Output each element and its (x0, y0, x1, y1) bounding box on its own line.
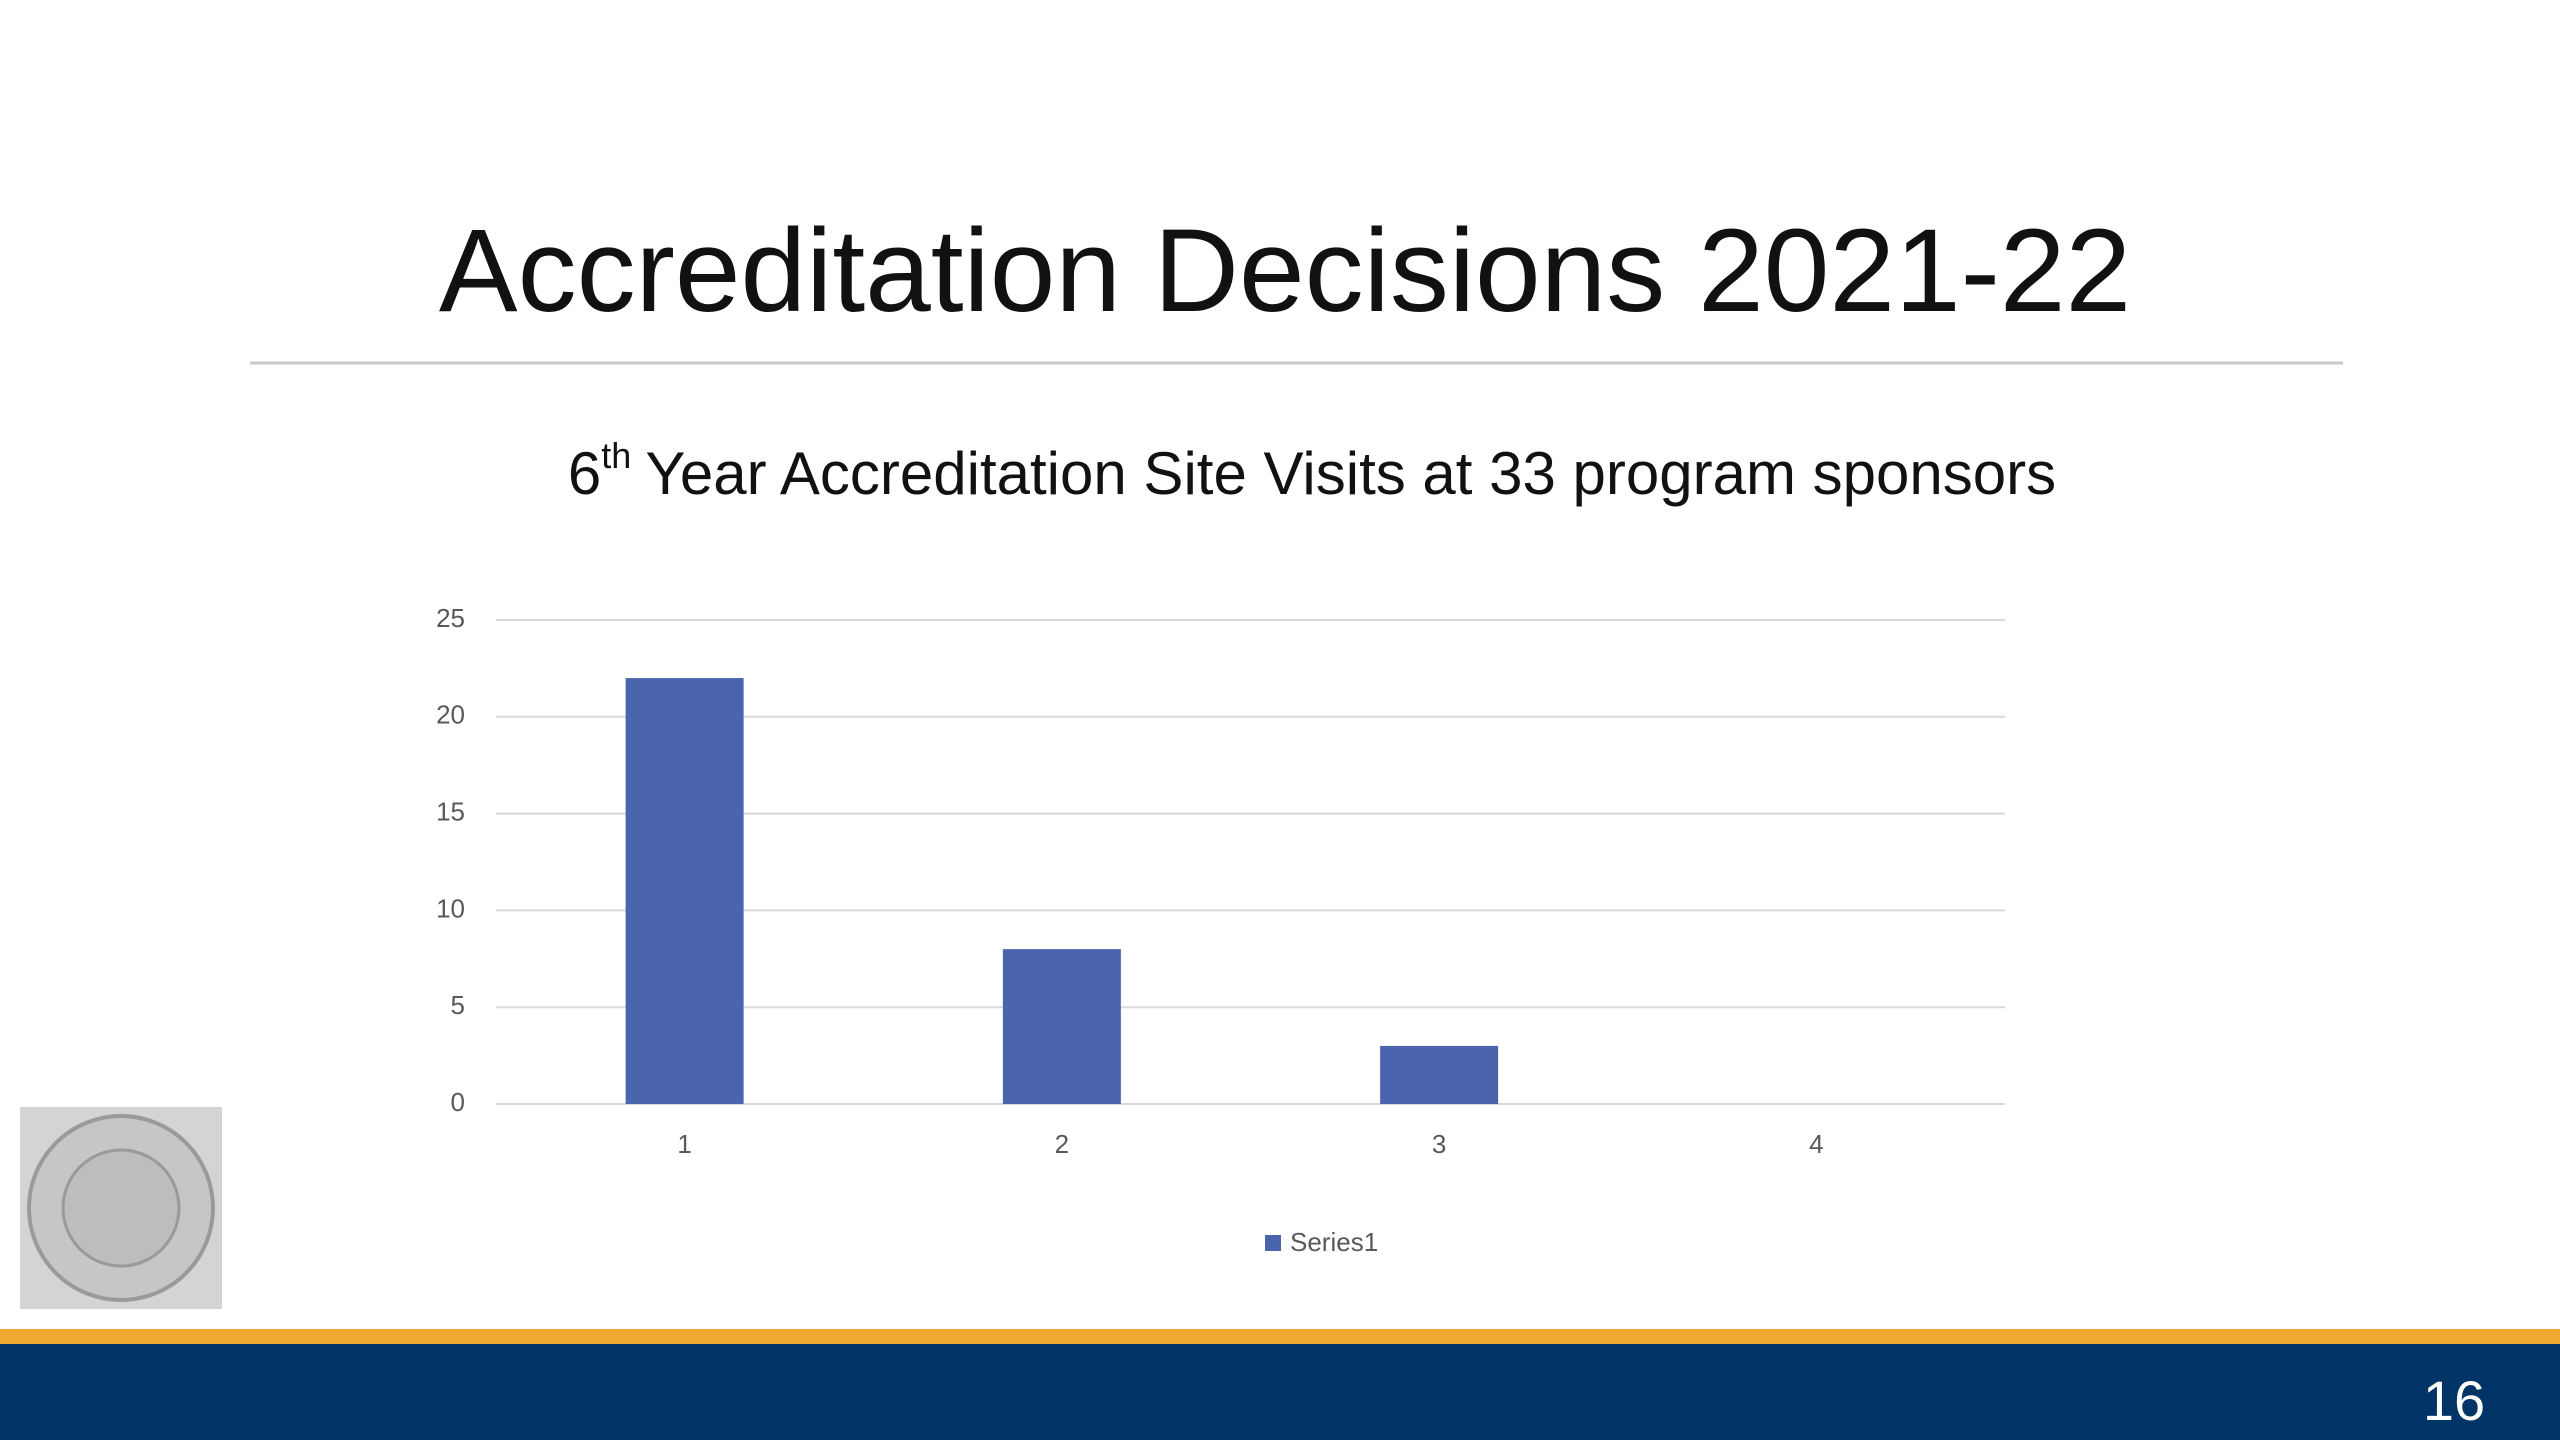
subtitle: 6th Year Accreditation Site Visits at 33 … (568, 435, 2056, 507)
x-tick-label: 2 (1055, 1129, 1069, 1159)
chart: 0 5 10 15 20 25 1 2 3 4 Series1 (436, 603, 2005, 1257)
slide-title: Accreditation Decisions 2021-22 (439, 205, 2131, 337)
x-tick-label: 3 (1432, 1129, 1446, 1159)
y-tick-label: 25 (436, 603, 465, 633)
subtitle-superscript: th (601, 435, 631, 476)
legend-swatch (1265, 1235, 1281, 1251)
y-tick-label: 10 (436, 893, 465, 923)
logo (20, 1107, 222, 1309)
page-number: 16 (2423, 1369, 2485, 1432)
subtitle-text: Year Accreditation Site Visits at 33 pro… (645, 440, 2056, 507)
y-tick-label: 5 (451, 990, 465, 1020)
bar (1002, 949, 1121, 1104)
y-tick-label: 0 (451, 1087, 465, 1117)
x-tick-label: 4 (1809, 1129, 1823, 1159)
bar (1380, 1045, 1499, 1104)
legend-label: Series1 (1290, 1227, 1378, 1257)
accent-bar (0, 1329, 2560, 1345)
footer-bar (0, 1344, 2560, 1440)
bar (625, 678, 744, 1104)
x-tick-label: 1 (677, 1129, 691, 1159)
y-tick-label: 15 (436, 796, 465, 826)
subtitle-number: 6 (568, 440, 601, 507)
y-tick-label: 20 (436, 700, 465, 730)
